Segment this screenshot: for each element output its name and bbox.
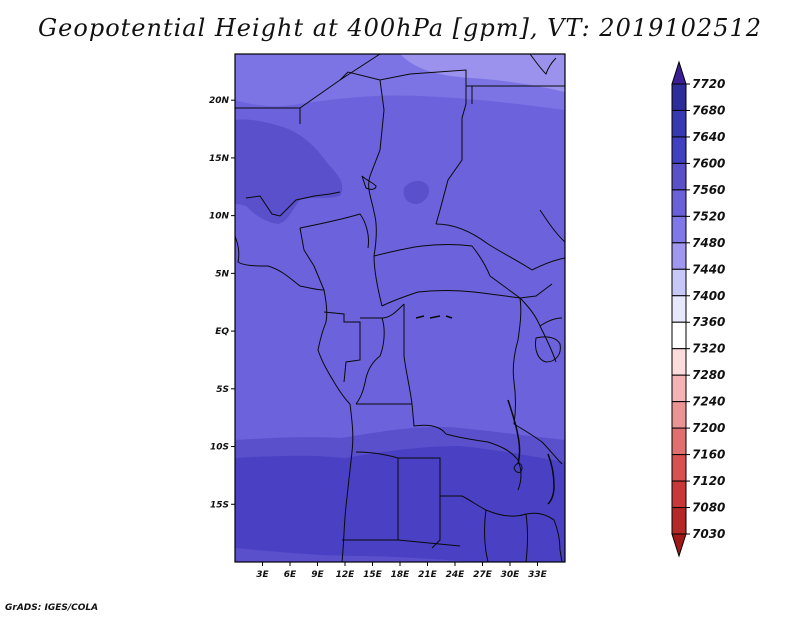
lat-tick-label: 10S — [210, 443, 229, 453]
colorbar-segment — [671, 215, 687, 244]
lon-tick-label: 30E — [501, 570, 521, 580]
lat-tick-label: 15S — [210, 500, 229, 510]
colorbar-label: 7160 — [692, 448, 725, 462]
colorbar-label: 7560 — [692, 183, 725, 197]
colorbar-segment — [671, 507, 687, 535]
colorbar-top-arrow — [671, 60, 687, 85]
lat-tick-label: 5S — [216, 385, 229, 395]
colorbar-segment — [671, 136, 687, 164]
colorbar-segment — [671, 454, 687, 482]
map-title: Geopotential Height at 400hPa [gpm], VT:… — [38, 14, 762, 42]
lat-tick-label: 10N — [209, 212, 230, 222]
colorbar-label: 7440 — [692, 262, 725, 276]
colorbar-segment — [671, 348, 687, 376]
contour-band-7440 — [400, 54, 565, 92]
colorbar-segment — [671, 189, 687, 217]
colorbar-label: 7720 — [692, 77, 725, 91]
colorbar-label: 7640 — [692, 130, 725, 144]
contour-band-7560-chad — [403, 180, 430, 204]
lat-tick-label: 15N — [209, 154, 230, 164]
colorbar-label: 7480 — [692, 236, 725, 250]
lat-tick-label: EQ — [215, 327, 229, 337]
contour-field — [235, 54, 565, 562]
colorbar-bottom-arrow — [671, 533, 687, 558]
lon-tick-label: 18E — [391, 570, 411, 580]
lat-tick-label: 20N — [209, 96, 230, 106]
lon-tick-label: 15E — [363, 570, 383, 580]
colorbar-segment — [671, 427, 687, 456]
colorbar-segment — [671, 162, 687, 191]
lon-tick-label: 33E — [528, 570, 548, 580]
colorbar-label: 7520 — [692, 209, 725, 223]
lon-tick-label: 27E — [473, 570, 493, 580]
colorbar-label: 7200 — [692, 421, 725, 435]
lon-tick-label: 6E — [284, 570, 297, 580]
colorbar-segment — [671, 295, 687, 323]
grads-credit: GrADS: IGES/COLA — [5, 603, 99, 613]
lon-tick-label: 24E — [446, 570, 466, 580]
colorbar: 7720 7680 7640 7600 7560 7520 7480 7440 7400 7360… — [671, 60, 725, 558]
colorbar-label: 7680 — [692, 103, 725, 117]
lon-tick-label: 21E — [418, 570, 438, 580]
latitude-axis: 20N 15N 10N 5N EQ 5S 10S 15S — [209, 96, 235, 510]
colorbar-segment — [671, 321, 687, 350]
colorbar-label: 7400 — [692, 289, 725, 303]
colorbar-label: 7080 — [692, 501, 725, 515]
colorbar-label: 7320 — [692, 342, 725, 356]
colorbar-segment — [671, 268, 687, 297]
contour-band-7600-south — [235, 446, 565, 562]
lon-tick-label: 12E — [336, 570, 356, 580]
colorbar-segment — [671, 480, 687, 509]
colorbar-segment — [671, 242, 687, 270]
colorbar-segment — [671, 83, 687, 111]
colorbar-segment — [671, 401, 687, 429]
colorbar-label: 7280 — [692, 368, 725, 382]
colorbar-segment — [671, 109, 687, 138]
country-borders — [235, 54, 565, 562]
colorbar-label: 7240 — [692, 395, 725, 409]
colorbar-label: 7030 — [692, 527, 725, 541]
colorbar-segment — [671, 374, 687, 403]
lon-tick-label: 9E — [311, 570, 324, 580]
colorbar-label: 7360 — [692, 315, 725, 329]
colorbar-label: 7120 — [692, 474, 725, 488]
longitude-axis: 3E 6E 9E 12E 15E 18E 21E 24E 27E 30E 33E — [256, 562, 548, 580]
lat-tick-label: 5N — [215, 269, 229, 279]
lon-tick-label: 3E — [256, 570, 269, 580]
colorbar-label: 7600 — [692, 156, 725, 170]
